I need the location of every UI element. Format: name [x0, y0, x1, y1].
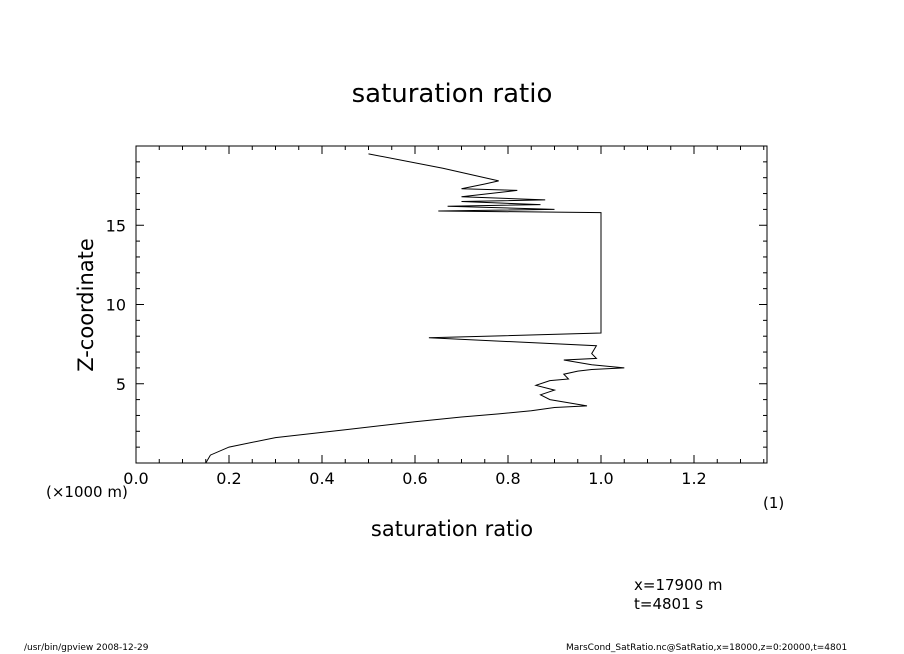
x-tick-label: 0.8 — [495, 469, 520, 488]
y-axis-tick-labels: 5 10 15 — [106, 216, 126, 394]
x-tick-label: 0.0 — [123, 469, 148, 488]
chart-title: saturation ratio — [352, 79, 553, 109]
x-tick-label: 1.2 — [681, 469, 706, 488]
coords-t: t=4801 s — [634, 595, 703, 613]
x-tick-label: 1.0 — [588, 469, 613, 488]
y-axis-label: Z-coordinate — [74, 238, 98, 372]
y-axis-ticks — [136, 145, 767, 448]
y-tick-label: 15 — [106, 216, 126, 235]
x-axis-tick-labels: 0.0 0.2 0.4 0.6 0.8 1.0 1.2 — [123, 469, 706, 488]
y-tick-label: 5 — [116, 375, 126, 394]
x-tick-label: 0.2 — [216, 469, 241, 488]
x-axis-label: saturation ratio — [371, 517, 533, 541]
plot-frame — [135, 145, 768, 464]
footer-left: /usr/bin/gpview 2008-12-29 — [24, 643, 149, 653]
series-line — [205, 153, 625, 464]
x-tick-label: 0.4 — [309, 469, 334, 488]
x-tick-label: 0.6 — [402, 469, 427, 488]
y-tick-label: 10 — [106, 296, 126, 315]
x-unit-note: (1) — [763, 494, 784, 512]
x-axis-ticks — [135, 146, 765, 463]
footer-right: MarsCond_SatRatio.nc@SatRatio,x=18000,z=… — [566, 643, 847, 653]
y-unit-note: (×1000 m) — [46, 483, 128, 501]
coords-x: x=17900 m — [634, 576, 723, 594]
